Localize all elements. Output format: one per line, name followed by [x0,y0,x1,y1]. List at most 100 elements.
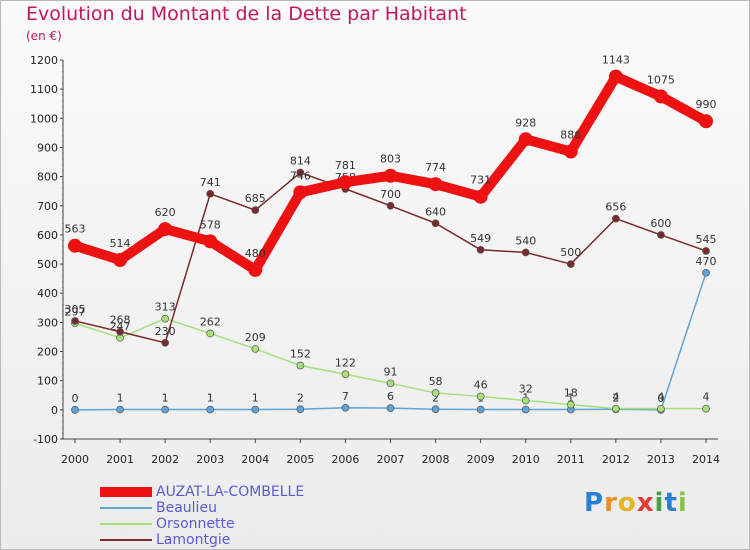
data-label: 1075 [647,73,675,86]
x-tick-label: 2000 [61,453,89,466]
data-point [521,405,530,414]
data-label: 122 [335,356,356,369]
data-point [612,214,620,223]
logo-letter: i [677,488,688,518]
data-point [68,238,82,253]
data-point [296,168,305,177]
y-tick-label: 1200 [30,54,58,67]
x-tick-label: 2002 [151,453,179,466]
data-label: 656 [605,201,626,214]
data-label: 774 [425,161,446,174]
data-label: 247 [110,320,131,333]
y-tick-label: 300 [37,316,58,329]
data-point [206,329,215,338]
legend-label: Beaulieu [156,500,217,516]
data-label: 685 [245,192,266,205]
y-tick-label: 400 [37,287,58,300]
data-point [702,247,710,255]
data-label: 731 [470,174,491,187]
x-tick-label: 2012 [602,453,630,466]
x-tick-label: 2010 [512,453,540,466]
data-point [566,260,575,268]
data-point [657,231,665,239]
x-tick-label: 2006 [331,453,359,466]
data-point [338,175,353,190]
data-label: 600 [650,217,671,230]
data-label: 578 [200,218,221,231]
data-label: 1143 [602,54,630,67]
data-point [158,222,173,237]
data-point [341,403,350,412]
x-tick-label: 2011 [557,453,585,466]
data-label: 928 [515,116,536,129]
data-label: 540 [515,234,536,247]
data-label: 262 [200,315,221,328]
data-point [702,404,710,413]
data-point [251,345,260,353]
y-tick-label: 100 [37,375,58,388]
data-point [431,389,440,397]
legend-swatch [100,487,152,497]
x-tick-label: 2014 [692,453,720,466]
data-point [251,206,260,214]
y-tick-label: 1100 [30,83,58,96]
data-label: 1 [207,392,214,405]
data-point [518,132,533,147]
data-point [206,189,215,198]
data-label: 4 [657,391,664,404]
data-point [386,379,395,388]
data-point [476,245,485,254]
data-point [206,405,215,414]
data-point [248,262,263,277]
data-label: 2 [432,391,439,404]
data-label: 500 [560,246,581,259]
data-point [521,248,530,257]
data-point [653,89,668,104]
logo-letter: r [604,488,618,518]
data-label: 209 [245,331,266,344]
data-point [476,405,485,414]
data-label: 990 [696,98,717,111]
data-point [386,201,395,210]
legend-swatch [100,507,152,509]
data-point [431,405,440,414]
data-point [161,405,169,414]
data-point [116,327,124,336]
logo-letter: P [584,488,605,518]
data-label: 230 [155,325,176,338]
data-point [341,370,350,379]
data-label: 152 [290,348,311,361]
data-point [386,404,395,412]
y-tick-label: 500 [37,258,58,271]
data-label: 4 [612,391,619,404]
data-label: 6 [387,390,394,403]
y-tick-label: -100 [33,433,58,446]
y-tick-label: 200 [37,346,58,359]
data-point [699,114,713,129]
data-label: 803 [380,153,401,166]
data-label: 32 [519,383,533,396]
data-label: 514 [110,237,131,250]
data-point [71,317,79,325]
data-point [383,168,398,183]
x-tick-label: 2008 [422,453,450,466]
data-label: 470 [696,255,717,268]
logo-letter: i [654,488,665,518]
proxiti-logo: Proxiti [584,488,688,518]
data-label: 1 [117,392,124,405]
legend-label: Lamontgie [156,532,231,548]
data-label: 545 [696,233,717,246]
data-label: 313 [155,301,176,314]
data-label: 18 [564,387,578,400]
data-label: 58 [429,375,443,388]
legend-swatch [100,539,152,541]
data-point [296,405,305,414]
data-label: 91 [384,365,398,378]
data-point [251,405,260,414]
data-point [563,144,578,159]
data-point [428,177,443,192]
y-tick-label: 700 [37,200,58,213]
legend-swatch [100,523,152,525]
